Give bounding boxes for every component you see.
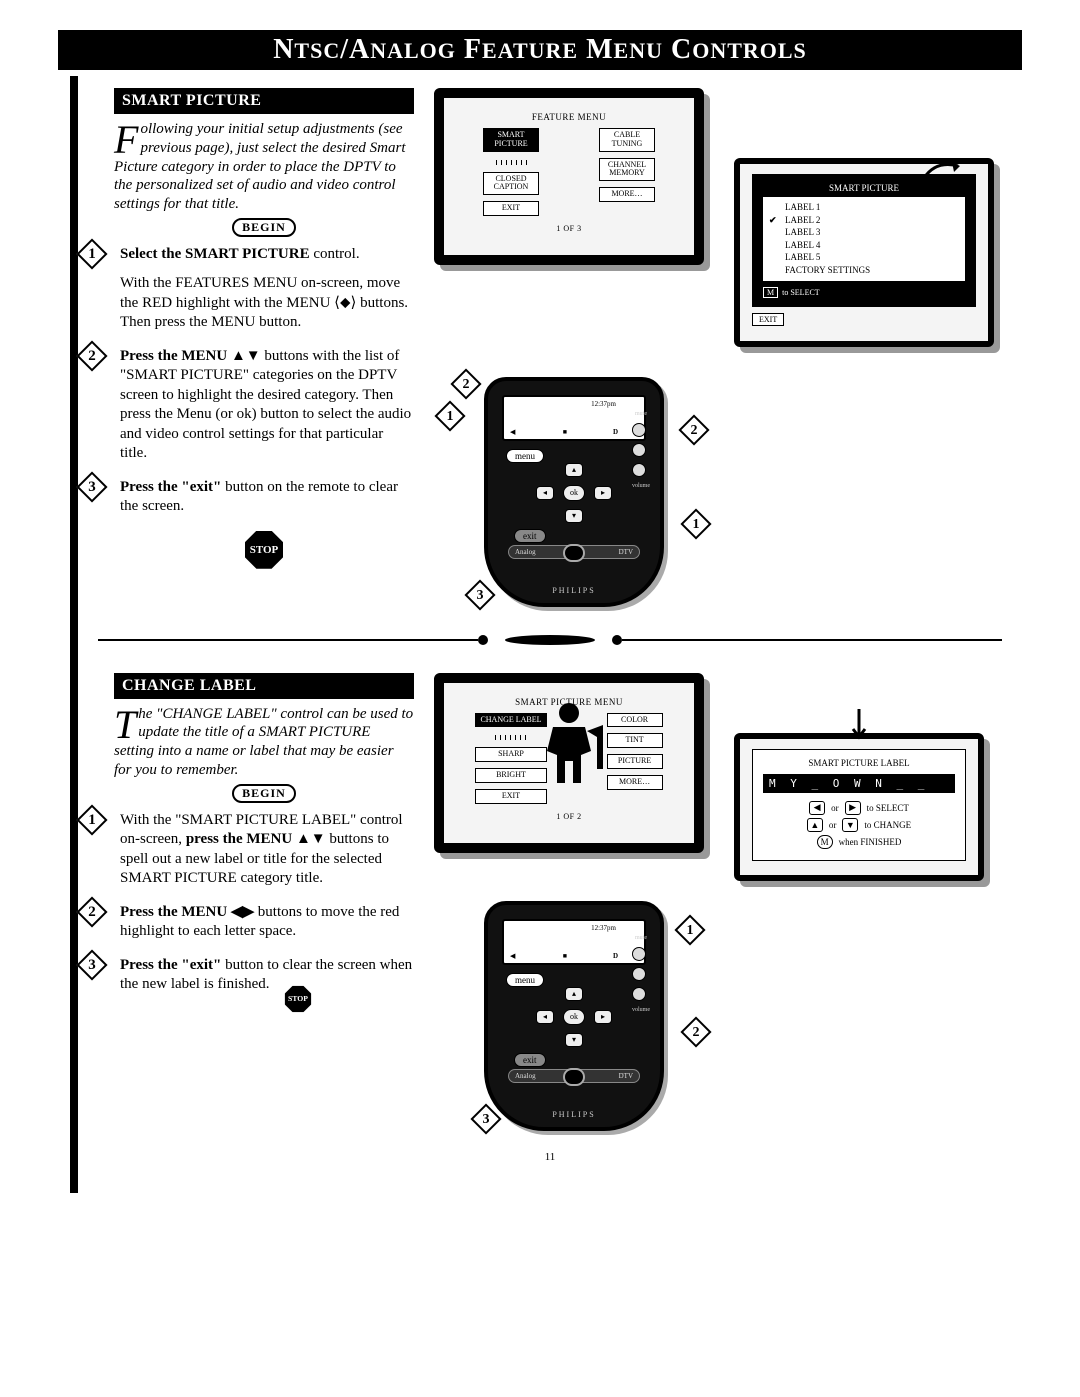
menu-item[interactable]: CHANGE LABEL: [475, 713, 546, 728]
change-label-intro: T he "CHANGE LABEL" control can be used …: [114, 705, 414, 780]
remote-illustration-2: 1 2 3 12:37pm ◀ ■ D menu mute: [434, 901, 714, 1131]
menu-item[interactable]: COLOR: [607, 713, 663, 728]
remote-side-buttons: mute volume: [632, 411, 650, 489]
remote-brand: PHILIPS: [488, 586, 660, 595]
exit-button[interactable]: EXIT: [752, 313, 784, 326]
label-list-item[interactable]: ✔LABEL 2: [769, 214, 959, 227]
mute-button[interactable]: [632, 423, 646, 437]
label-list-item[interactable]: LABEL 4: [769, 239, 959, 252]
smart-picture-section: SMART PICTURE F ollowing your initial se…: [114, 88, 986, 607]
feature-menu-page: 1 OF 3: [462, 224, 676, 233]
menu-item[interactable]: BRIGHT: [475, 768, 546, 783]
dropcap: F: [114, 120, 140, 156]
page-title-bar: NTSC/ANALOG FEATURE MENU CONTROLS: [58, 30, 1022, 70]
remote-menu-button[interactable]: menu: [506, 449, 544, 463]
menu-item[interactable]: EXIT: [483, 201, 539, 216]
feature-menu-tv: FEATURE MENU SMARTPICTURE CLOSEDCAPTION EX…: [434, 88, 704, 265]
label-input-display: M Y _ O W N _ _: [763, 774, 955, 793]
begin-badge: BEGIN: [232, 784, 296, 803]
step-number-1: 1: [80, 243, 104, 272]
step-number-3: 3: [80, 476, 104, 505]
label-edit-tv: SMART PICTURE LABEL M Y _ O W N _ _ ◀ or…: [734, 733, 984, 881]
change-label-visuals: SMART PICTURE MENU CHANGE LABELSHARPBRIG…: [434, 673, 986, 1131]
stop-badge: STOP: [245, 531, 283, 569]
change-label-instructions: CHANGE LABEL T he "CHANGE LABEL" control…: [114, 673, 414, 1131]
dpad-up[interactable]: ▴: [565, 463, 583, 477]
section-divider: [98, 631, 1002, 649]
cl-step-2: 2 Press the MENU ◀▶ buttons to move the …: [114, 903, 414, 942]
label-list-item[interactable]: LABEL 3: [769, 226, 959, 239]
label-edit-panel: SMART PICTURE LABEL M Y _ O W N _ _ ◀ or…: [752, 749, 966, 861]
stop-badge: STOP: [285, 986, 312, 1013]
remote-illustration-1: 2 1 2 1 3 12:37pm ◀ ■ D menu: [434, 377, 714, 607]
remote-mode-slider[interactable]: Analog DTV: [508, 545, 640, 559]
menu-item[interactable]: SHARP: [475, 747, 546, 762]
sp-step-1: 1 Select the SMART PICTURE control. With…: [114, 245, 414, 333]
label-list-item[interactable]: FACTORY SETTINGS: [769, 264, 959, 277]
page-number: 11: [114, 1151, 986, 1163]
cl-step-3: 3 Press the "exit" button to clear the s…: [114, 956, 414, 1019]
content-frame: SMART PICTURE F ollowing your initial se…: [70, 76, 1010, 1193]
menu-item[interactable]: EXIT: [475, 789, 546, 804]
smart-picture-list-panel: SMART PICTURE LABEL 1✔LABEL 2LABEL 3LABE…: [752, 174, 976, 307]
smart-picture-menu-tv: SMART PICTURE MENU CHANGE LABELSHARPBRIG…: [434, 673, 704, 853]
remote-body: 12:37pm ◀ ■ D menu mute volume: [484, 377, 664, 607]
cl-step-1: 1 With the "SMART PICTURE LABEL" control…: [114, 811, 414, 889]
menu-item[interactable]: PICTURE: [607, 754, 663, 769]
manual-page: NTSC/ANALOG FEATURE MENU CONTROLS SMART …: [0, 0, 1080, 1223]
remote-screen: 12:37pm ◀ ■ D: [502, 395, 646, 441]
page-title: NTSC/ANALOG FEATURE MENU CONTROLS: [273, 34, 807, 65]
menu-item[interactable]: TINT: [607, 733, 663, 748]
smart-picture-header: SMART PICTURE: [114, 88, 414, 114]
label-list-item[interactable]: LABEL 5: [769, 251, 959, 264]
panel-footer: M to SELECT: [763, 287, 965, 298]
menu-item[interactable]: SMARTPICTURE: [483, 128, 539, 152]
menu-item[interactable]: CABLETUNING: [599, 128, 655, 152]
sp-step-3: 3 Press the "exit" button on the remote …: [114, 478, 414, 517]
change-label-section: CHANGE LABEL T he "CHANGE LABEL" control…: [114, 673, 986, 1131]
begin-badge: BEGIN: [232, 218, 296, 237]
smart-picture-visuals: FEATURE MENU SMARTPICTURE CLOSEDCAPTION EX…: [434, 88, 994, 607]
stop-badge-wrap: STOP: [114, 531, 414, 569]
sp-step-2: 2 Press the MENU ▲▼ buttons with the lis…: [114, 347, 414, 464]
step-number-2: 2: [80, 345, 104, 374]
label-list-item[interactable]: LABEL 1: [769, 201, 959, 214]
feature-menu-title: FEATURE MENU: [462, 112, 676, 122]
menu-item[interactable]: MORE…: [607, 775, 663, 790]
menu-item[interactable]: CLOSEDCAPTION: [483, 172, 539, 196]
arrow-icon: [922, 158, 962, 182]
remote-dpad: ▴ ▾ ◂ ▸ ok: [534, 463, 614, 523]
change-label-header: CHANGE LABEL: [114, 673, 414, 699]
begin-badge-wrap: BEGIN: [114, 218, 414, 237]
smart-picture-instructions: SMART PICTURE F ollowing your initial se…: [114, 88, 414, 607]
smart-picture-label-list: LABEL 1✔LABEL 2LABEL 3LABEL 4LABEL 5FACT…: [763, 197, 965, 281]
dpad-left[interactable]: ◂: [536, 486, 554, 500]
smart-picture-list-tv: SMART PICTURE LABEL 1✔LABEL 2LABEL 3LABE…: [734, 158, 994, 347]
dpad-down[interactable]: ▾: [565, 509, 583, 523]
dpad-right[interactable]: ▸: [594, 486, 612, 500]
dpad-ok[interactable]: ok: [563, 485, 585, 501]
remote-exit-button[interactable]: exit: [514, 529, 546, 543]
smart-picture-intro: F ollowing your initial setup adjustment…: [114, 120, 414, 214]
remote-body: 12:37pm ◀ ■ D menu mute volume: [484, 901, 664, 1131]
arrow-down-icon: [849, 709, 869, 743]
menu-item[interactable]: CHANNELMEMORY: [599, 158, 655, 182]
menu-item[interactable]: MORE…: [599, 187, 655, 202]
